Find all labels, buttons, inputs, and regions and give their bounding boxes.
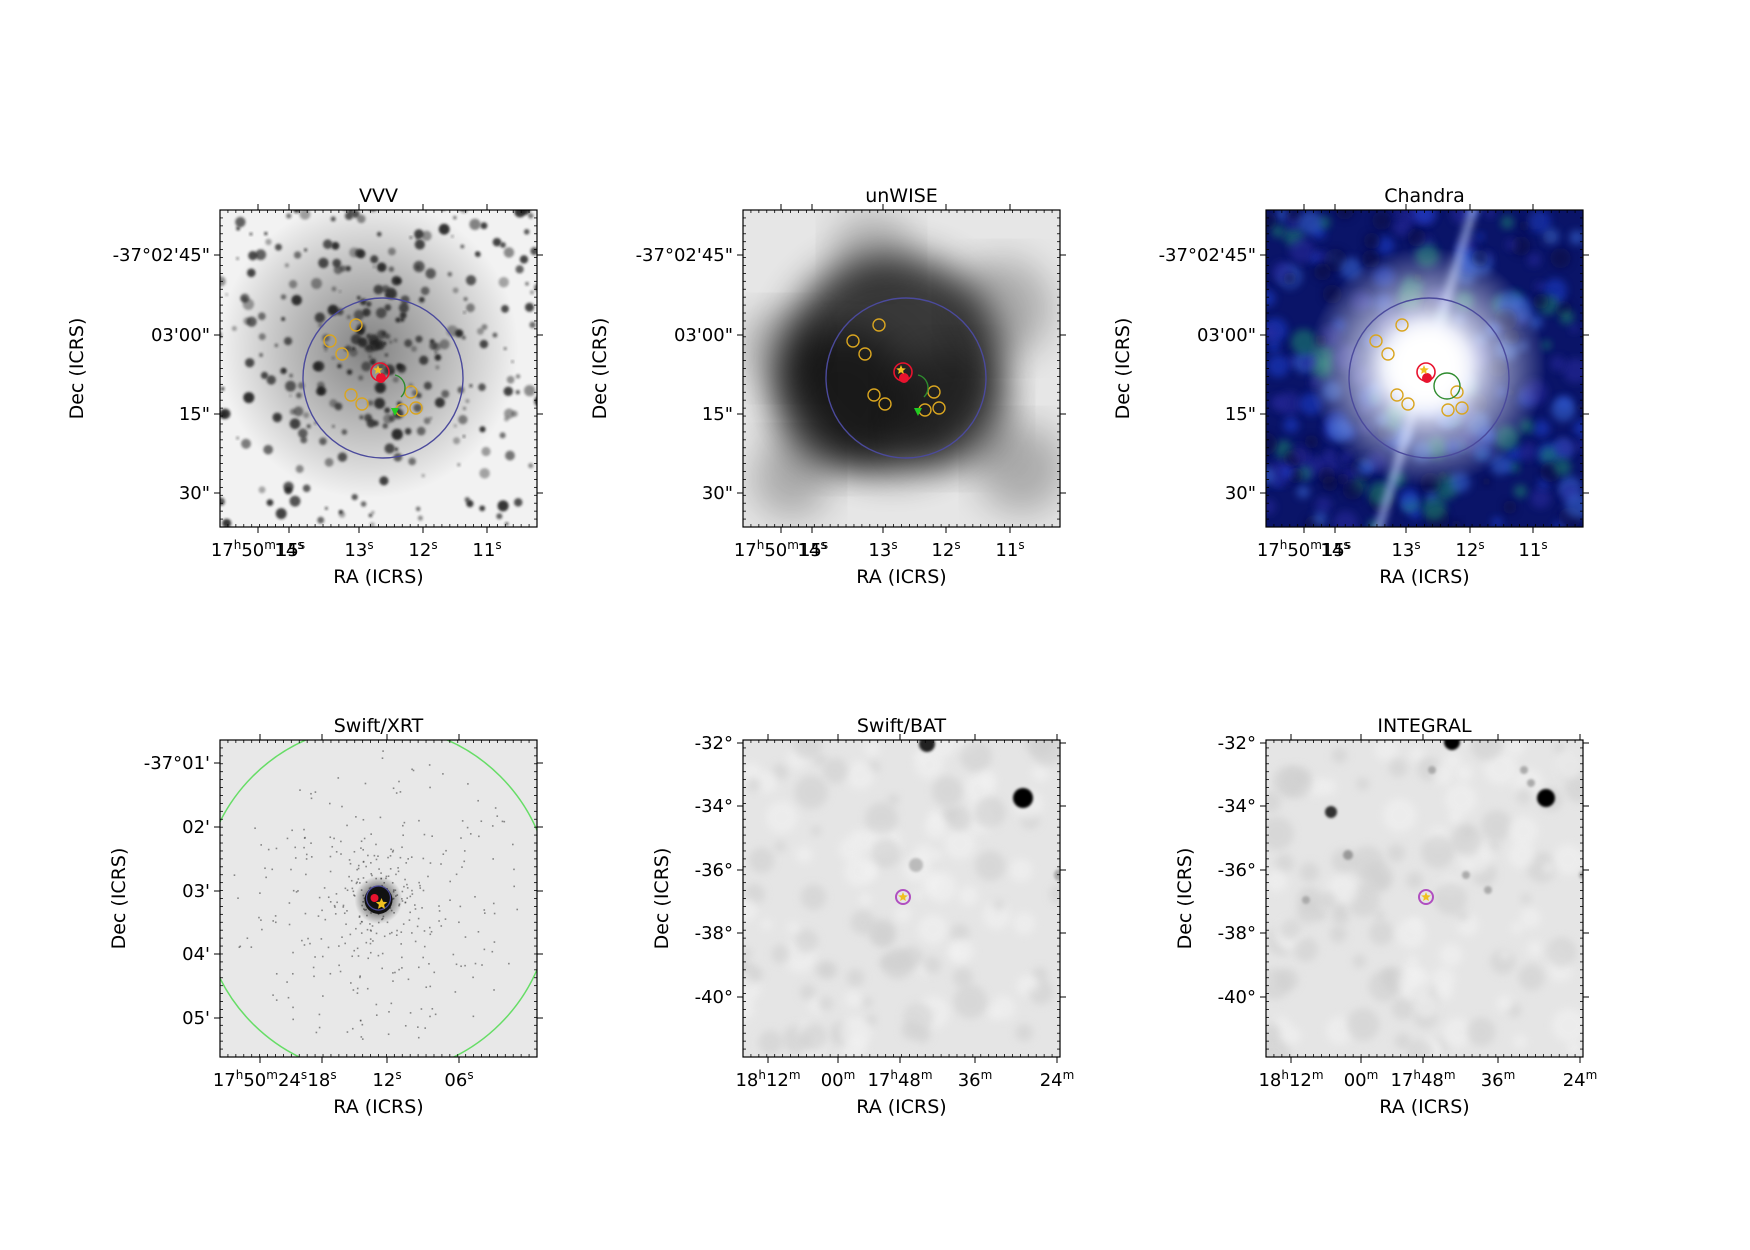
x-axis-label: RA (ICRS) — [333, 1096, 423, 1118]
y-axis-label: Dec (ICRS) — [66, 318, 88, 420]
y-axis-label: Dec (ICRS) — [651, 848, 673, 950]
y-axis-label: Dec (ICRS) — [1174, 848, 1196, 950]
x-tick-label: 24m — [1040, 1068, 1075, 1091]
y-tick-label: -32° — [1218, 733, 1256, 754]
x-tick-label: 13s — [344, 538, 373, 561]
x-tick-label: 18h12m — [1258, 1068, 1323, 1091]
y-tick-label: 15" — [179, 404, 210, 425]
y-tick-label: -40° — [695, 987, 733, 1008]
x-tick-label: 36m — [1481, 1068, 1516, 1091]
y-tick-label: -34° — [1218, 796, 1256, 817]
panel-title: unWISE — [865, 185, 938, 207]
x-tick-label: 17h48m — [1390, 1068, 1455, 1091]
x-tick-label: 11s — [472, 538, 501, 561]
panel-image — [743, 210, 1060, 527]
y-tick-label: 30" — [1225, 483, 1256, 504]
panel-swift-xrt: Swift/XRT -37°01' 02' 03' 04' 05' 17h50m24s 18s… — [108, 715, 543, 1118]
panel-chandra: Chandra -37°02'45" 03'00" 15" 30" 17h50m15s14… — [1112, 185, 1589, 588]
y-tick-label: 03'00" — [674, 325, 733, 346]
x-tick-label: 13s — [1391, 538, 1420, 561]
panel-image — [220, 210, 537, 527]
x-tick-label: 14s — [797, 538, 826, 561]
panel-unwise: unWISE -37°02'45" 03'00" 15" 30" 17h50m15s14s… — [589, 185, 1066, 588]
x-tick-label: 17h50m24s — [213, 1068, 307, 1091]
x-tick-label: 11s — [995, 538, 1024, 561]
panel-title: Swift/BAT — [857, 715, 947, 737]
y-tick-label: 30" — [702, 483, 733, 504]
panel-image — [743, 740, 1060, 1057]
y-tick-label: 03'00" — [1197, 325, 1256, 346]
y-tick-label: -38° — [695, 923, 733, 944]
y-tick-label: -34° — [695, 796, 733, 817]
panel-title: VVV — [359, 185, 398, 207]
x-tick-label: 18s — [307, 1068, 336, 1091]
y-tick-label: 03'00" — [151, 325, 210, 346]
x-axis-label: RA (ICRS) — [856, 1096, 946, 1118]
x-tick-label: 24m — [1563, 1068, 1598, 1091]
y-tick-label: -37°02'45" — [113, 245, 210, 266]
x-tick-label: 17h50m15s — [734, 538, 828, 561]
x-tick-label: 18h12m — [735, 1068, 800, 1091]
y-tick-label: -32° — [695, 733, 733, 754]
y-tick-label: -37°02'45" — [636, 245, 733, 266]
y-tick-label: 04' — [182, 944, 210, 965]
y-tick-label: 03' — [182, 881, 210, 902]
x-tick-label: 00m — [821, 1068, 856, 1091]
y-tick-label: 02' — [182, 817, 210, 838]
y-tick-label: -37°02'45" — [1159, 245, 1256, 266]
x-tick-label: 12s — [931, 538, 960, 561]
x-tick-label: 17h48m — [867, 1068, 932, 1091]
x-tick-label: 36m — [958, 1068, 993, 1091]
panel-swift-bat: Swift/BAT -32° -34° -36° -38° -40° 18h12m 00m 17… — [651, 715, 1074, 1118]
x-tick-label: 06s — [444, 1068, 473, 1091]
panel-integral: INTEGRAL -32° -34° -36° -38° -40° 18h12m 00m 17h… — [1174, 715, 1597, 1118]
x-tick-label: 14s — [274, 538, 303, 561]
panel-image — [1266, 210, 1583, 527]
x-tick-label: 17h50m15s — [1257, 538, 1351, 561]
y-tick-label: -36° — [695, 860, 733, 881]
x-axis-label: RA (ICRS) — [333, 566, 423, 588]
x-tick-label: 12s — [408, 538, 437, 561]
panel-image — [1266, 740, 1583, 1057]
x-tick-label: 14s — [1320, 538, 1349, 561]
y-tick-label: 15" — [1225, 404, 1256, 425]
x-axis-label: RA (ICRS) — [1379, 566, 1469, 588]
panel-title: INTEGRAL — [1377, 715, 1472, 737]
x-axis-label: RA (ICRS) — [856, 566, 946, 588]
y-tick-label: -40° — [1218, 987, 1256, 1008]
x-tick-label: 00m — [1344, 1068, 1379, 1091]
panel-title: Chandra — [1384, 185, 1465, 207]
y-tick-label: -36° — [1218, 860, 1256, 881]
y-tick-label: -38° — [1218, 923, 1256, 944]
y-tick-label: 05' — [182, 1008, 210, 1029]
panel-image — [220, 740, 537, 1057]
x-axis-label: RA (ICRS) — [1379, 1096, 1469, 1118]
y-axis-label: Dec (ICRS) — [108, 848, 130, 950]
x-tick-label: 13s — [868, 538, 897, 561]
y-tick-label: -37°01' — [144, 753, 210, 774]
y-tick-label: 15" — [702, 404, 733, 425]
y-axis-label: Dec (ICRS) — [1112, 318, 1134, 420]
y-axis-label: Dec (ICRS) — [589, 318, 611, 420]
x-tick-label: 12s — [372, 1068, 401, 1091]
panel-title: Swift/XRT — [334, 715, 424, 737]
x-tick-label: 17h50m15s — [211, 538, 305, 561]
x-tick-label: 12s — [1455, 538, 1484, 561]
y-tick-label: 30" — [179, 483, 210, 504]
x-tick-label: 11s — [1518, 538, 1547, 561]
